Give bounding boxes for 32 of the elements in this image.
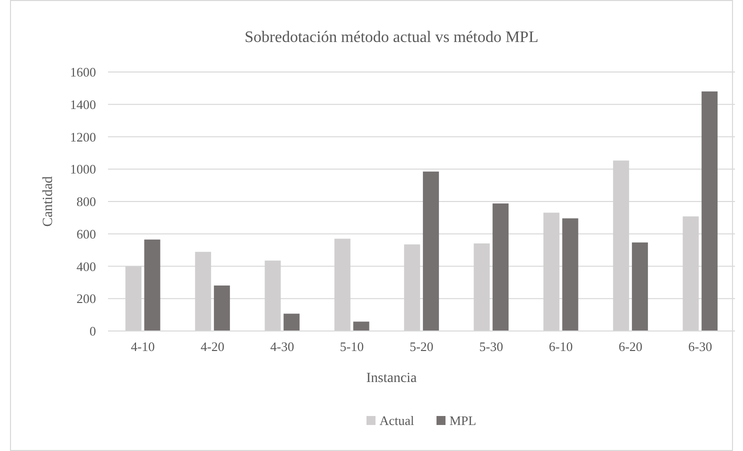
x-tick-label: 4-10: [130, 339, 155, 354]
bar: [284, 314, 300, 331]
y-tick-label: 1400: [70, 96, 96, 112]
y-tick-label: 600: [76, 226, 96, 242]
x-tick-label: 6-30: [688, 339, 712, 354]
legend-label: MPL: [450, 413, 476, 428]
x-tick-label: 4-30: [270, 339, 294, 354]
y-tick-label: 0: [90, 324, 96, 338]
y-tick-label: 200: [76, 291, 96, 306]
bar: [492, 203, 509, 331]
bar: [422, 172, 439, 331]
x-tick-label: 5-20: [410, 339, 434, 354]
y-tick-label: 800: [76, 194, 96, 209]
bar: [144, 240, 160, 331]
x-axis-title: Instancia: [366, 371, 418, 386]
chart-title: Sobredotación método actual vs método MPL: [244, 29, 538, 46]
bar: [214, 286, 230, 331]
y-tick-label: 1600: [70, 64, 96, 80]
x-tick-label: 5-30: [479, 339, 504, 354]
x-tick-label: 5-10: [340, 339, 364, 354]
bar: [632, 242, 648, 331]
x-tick-label: 6-20: [618, 339, 642, 354]
x-tick-label: 4-20: [200, 339, 224, 354]
x-tick-label: 6-10: [548, 339, 573, 354]
y-axis-title: Cantidad: [41, 176, 56, 227]
legend-label: Actual: [380, 413, 415, 428]
y-tick-label: 1000: [70, 162, 96, 177]
y-tick-label: 400: [76, 258, 96, 274]
bar: [562, 218, 578, 331]
bar: [353, 322, 370, 331]
y-tick-label: 1200: [70, 129, 96, 144]
bar: [702, 91, 718, 331]
